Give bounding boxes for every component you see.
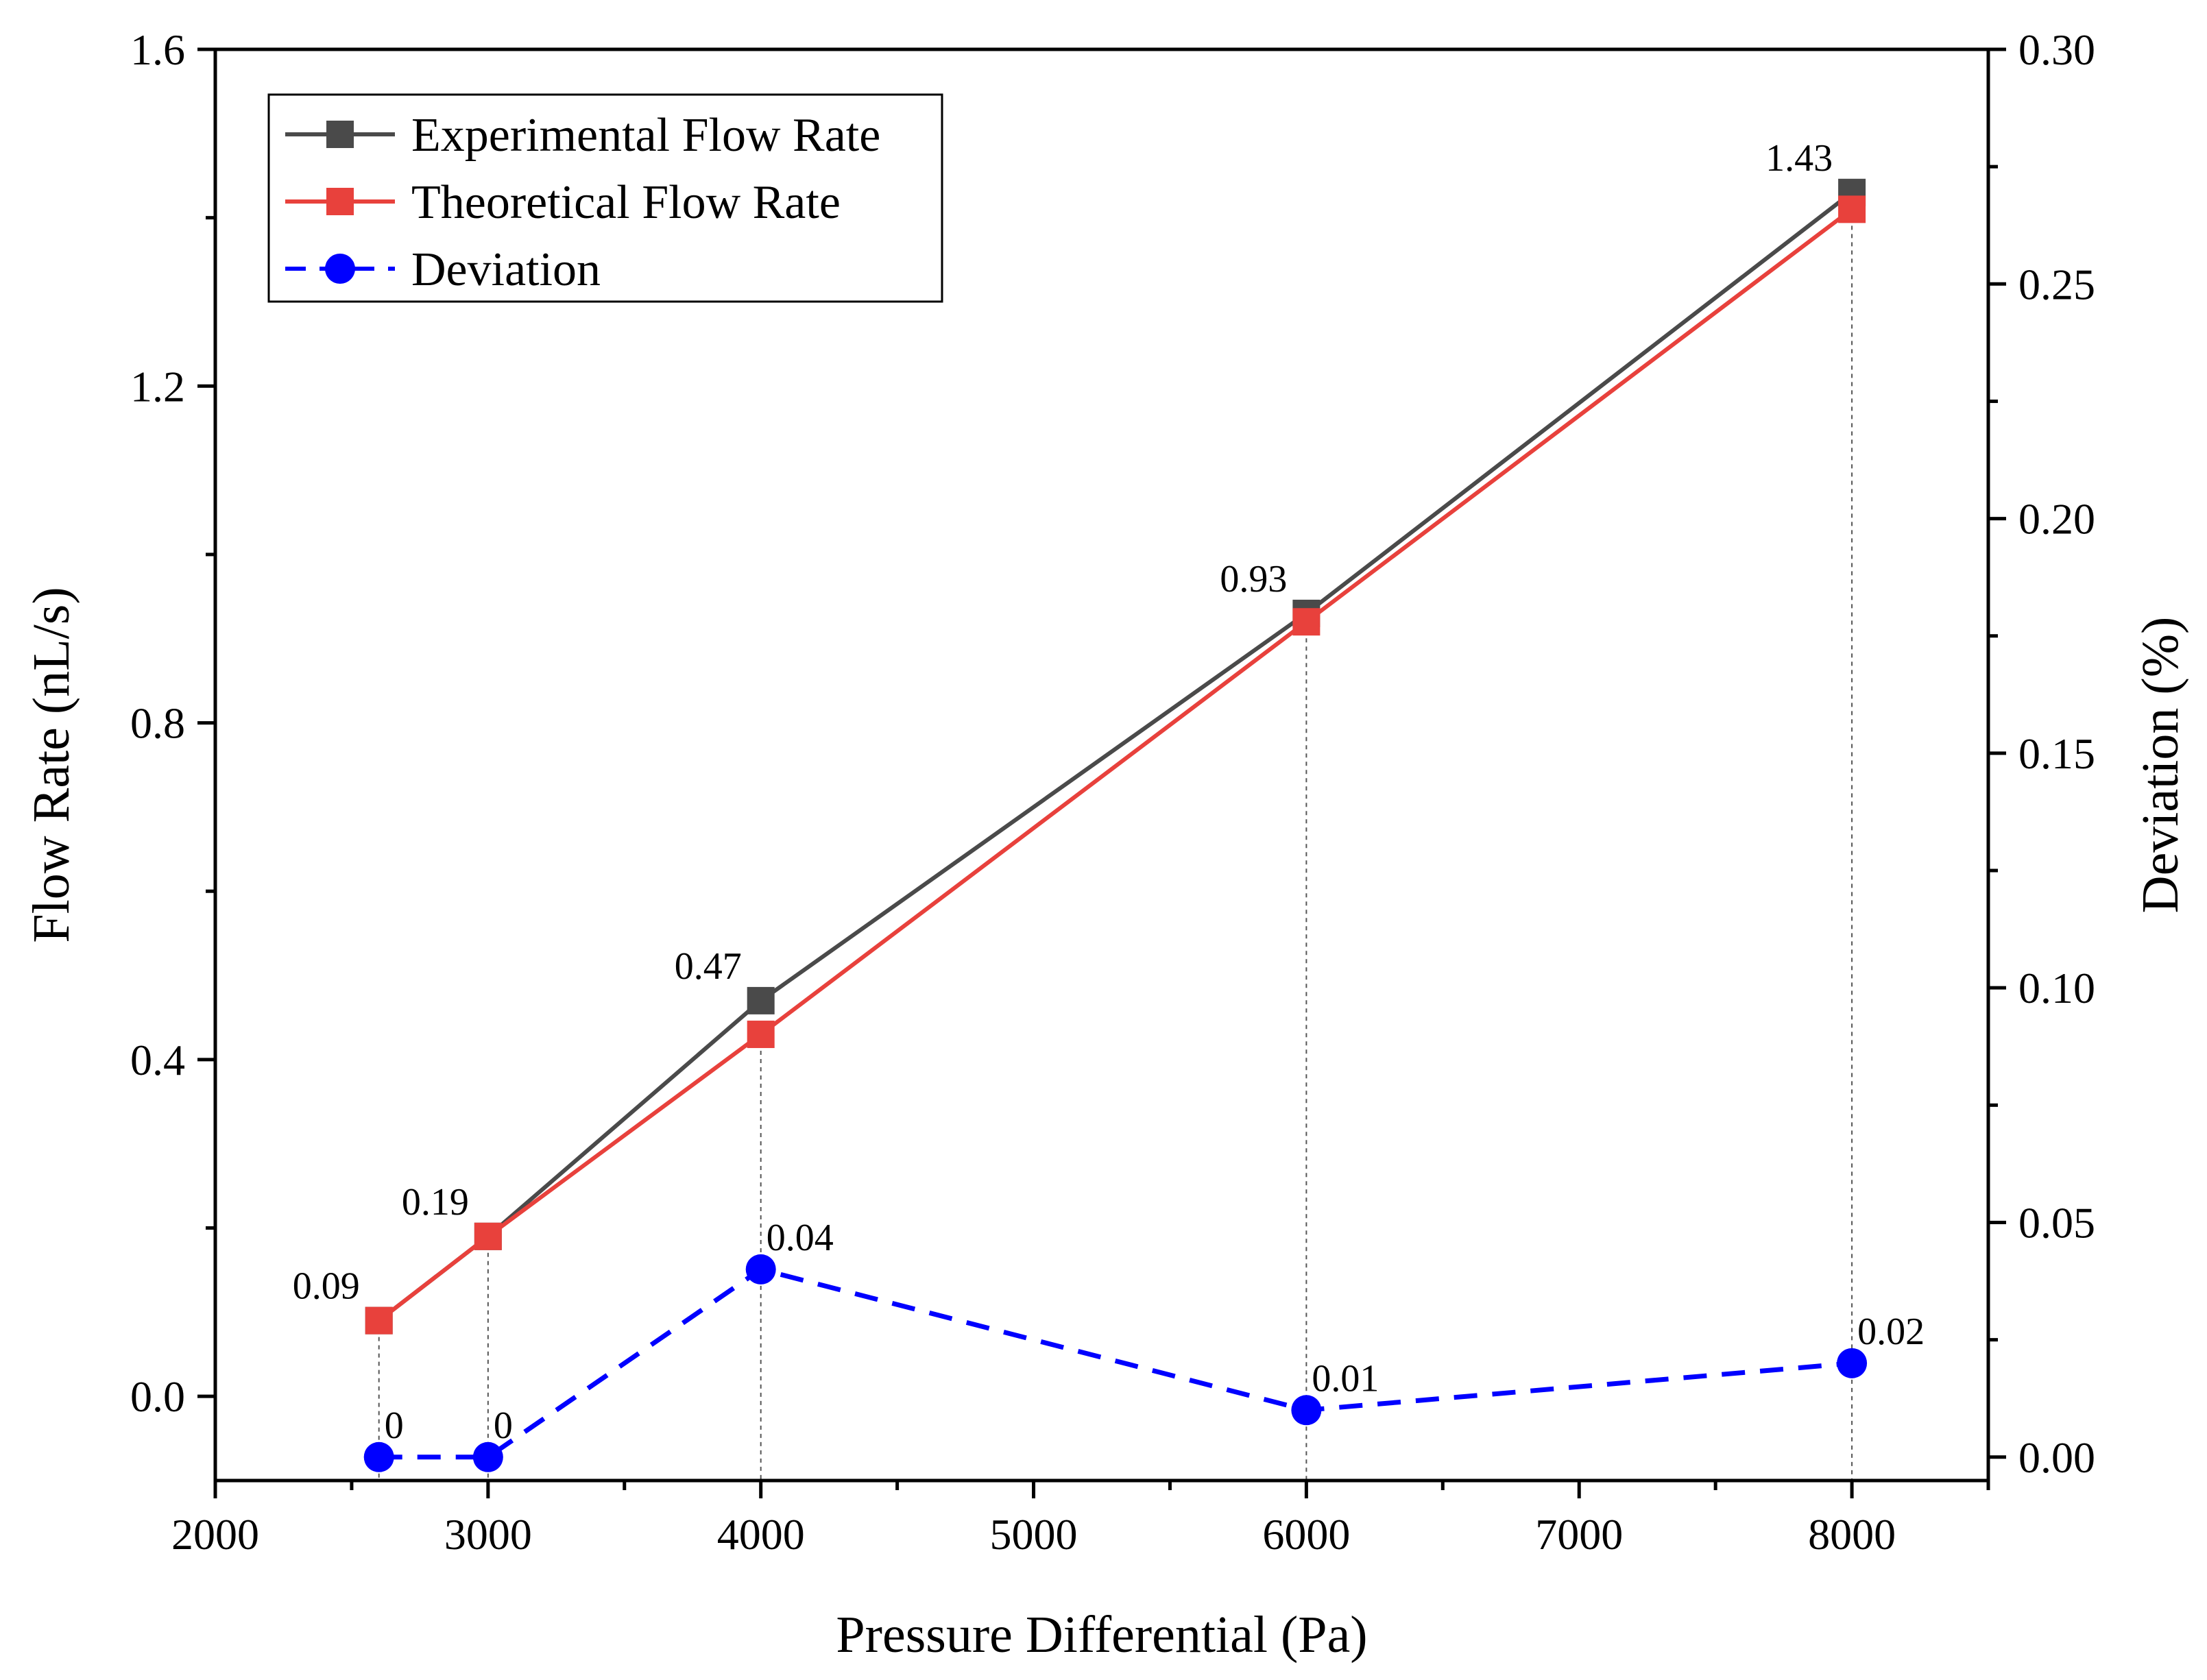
y2-tick-label: 0.10: [2018, 964, 2095, 1012]
legend-entry-label: Theoretical Flow Rate: [411, 176, 841, 229]
deviation-point: [1291, 1395, 1322, 1426]
flow-data-label: 0.09: [293, 1265, 360, 1308]
deviation-data-label: 0: [494, 1404, 513, 1447]
y-tick-label: 0.8: [130, 699, 185, 748]
legend-swatch-marker: [326, 121, 354, 148]
y-axis-title: Flow Rate (nL/s): [23, 587, 80, 942]
y-tick-label: 0.4: [130, 1036, 185, 1084]
flow-data-label: 1.43: [1765, 137, 1833, 180]
x-axis-title: Pressure Differential (Pa): [836, 1606, 1367, 1664]
deviation-data-label: 0: [385, 1404, 404, 1447]
x-tick-label: 3000: [444, 1510, 532, 1559]
deviation-data-label: 0.04: [767, 1217, 834, 1259]
y-tick-label: 1.6: [130, 25, 185, 74]
deviation-point: [1837, 1348, 1868, 1378]
legend-box: [267, 93, 943, 303]
theoretical-flow-point: [747, 1021, 775, 1049]
deviation-data-label: 0.01: [1312, 1357, 1379, 1400]
x-tick-label: 4000: [717, 1510, 805, 1559]
legend: Experimental Flow Rate Theoretical Flow R…: [267, 93, 943, 303]
y2-tick-label: 0.00: [2018, 1433, 2095, 1482]
y2-tick-label: 0.15: [2018, 729, 2095, 778]
y-tick-label: 0.0: [130, 1372, 185, 1421]
deviation-point: [472, 1441, 503, 1472]
theoretical-flow-point: [1838, 195, 1866, 223]
deviation-point: [363, 1441, 394, 1472]
legend-entry-label: Experimental Flow Rate: [411, 109, 880, 162]
theoretical-flow-point: [1292, 608, 1320, 636]
y2-axis-title: Deviation (%): [2132, 617, 2189, 914]
x-tick-label: 7000: [1535, 1510, 1623, 1559]
theoretical-flow-point: [365, 1306, 393, 1335]
drop-lines: [378, 209, 1853, 1481]
flow-data-label: 0.93: [1220, 558, 1287, 600]
y2-tick-label: 0.30: [2018, 25, 2095, 74]
legend-swatch-marker: [326, 188, 354, 215]
y2-tick-label: 0.25: [2018, 260, 2095, 308]
x-tick-label: 6000: [1262, 1510, 1350, 1559]
axes: 2000 3000 4000 5000 6000 7000 8000 0.0 0.4 0.8 1.2…: [130, 25, 2095, 1559]
plot-frame: [213, 47, 1990, 1483]
x-tick-label: 2000: [171, 1510, 259, 1559]
experimental-flow-point: [747, 986, 775, 1014]
flow-data-label: 0.19: [402, 1181, 469, 1224]
legend-swatch-marker: [325, 254, 355, 284]
deviation-data-label: 0.02: [1857, 1311, 1925, 1353]
theoretical-flow-line: [377, 207, 1853, 1323]
legend-entry-label: Deviation: [411, 243, 601, 296]
y2-tick-label: 0.05: [2018, 1198, 2095, 1247]
y2-tick-label: 0.20: [2018, 495, 2095, 544]
deviation-line: [378, 1267, 1853, 1460]
x-tick-label: 8000: [1808, 1510, 1896, 1559]
flow-data-label: 0.47: [675, 945, 742, 988]
data-labels: 0.09 0.19 0.47 0.93 1.43 0 0 0.04 0.01 0.02: [293, 137, 1925, 1447]
series-layer: [363, 178, 1868, 1472]
y-tick-label: 1.2: [130, 362, 185, 411]
deviation-point: [745, 1254, 776, 1285]
x-tick-label: 5000: [990, 1510, 1078, 1559]
theoretical-flow-point: [474, 1222, 502, 1250]
